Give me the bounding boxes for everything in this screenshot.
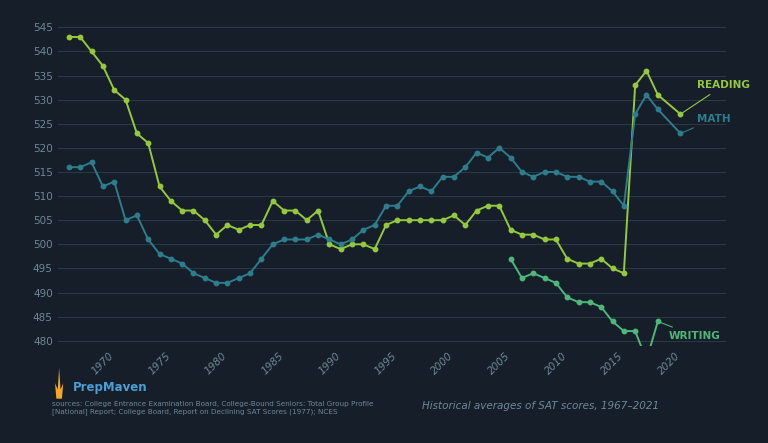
Text: WRITING: WRITING xyxy=(660,323,721,341)
Text: sources: College Entrance Examination Board, College-Bound Seniors: Total Group : sources: College Entrance Examination Bo… xyxy=(52,401,374,415)
Text: PrepMaven: PrepMaven xyxy=(73,381,147,394)
Text: MATH: MATH xyxy=(683,114,731,132)
Text: READING: READING xyxy=(683,80,750,113)
Polygon shape xyxy=(55,368,63,399)
Text: Historical averages of SAT scores, 1967–2021: Historical averages of SAT scores, 1967–… xyxy=(422,401,660,411)
